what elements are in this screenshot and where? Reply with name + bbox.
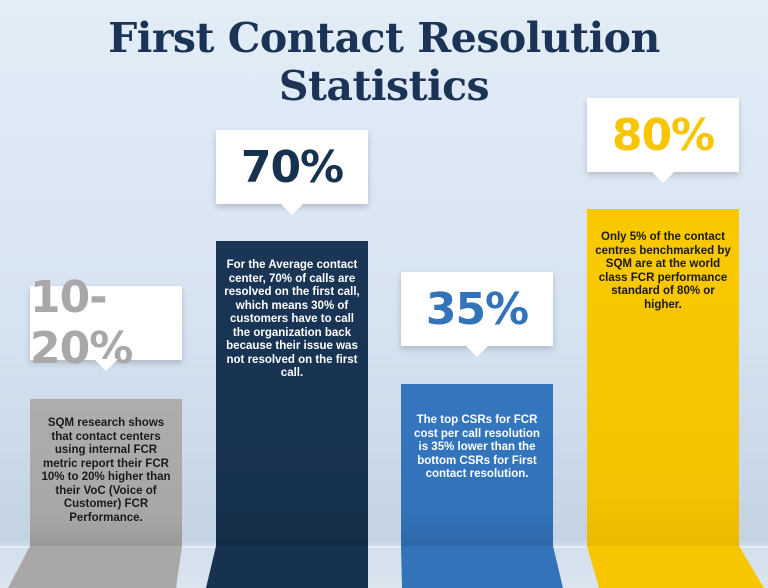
page-title: First Contact Resolution Statistics (108, 14, 660, 110)
bar-3-upper (401, 384, 553, 546)
callout-stat-3: 35% (401, 272, 553, 357)
bar-2-upper (216, 241, 368, 546)
bar-3-description: The top CSRs for FCR cost per call resol… (414, 414, 540, 480)
bar-2: For the Average contact center, 70% of c… (206, 241, 368, 588)
bar-1: SQM research shows that contact centers … (8, 399, 182, 588)
callout-stat-4: 80% (587, 98, 739, 183)
callout-stat-1: 10-20% (30, 272, 182, 374)
bar-4: Only 5% of the contact centres benchmark… (587, 209, 764, 588)
bar-4-description: Only 5% of the contact centres benchmark… (595, 231, 731, 311)
bar-3: The top CSRs for FCR cost per call resol… (401, 384, 563, 588)
bar-4-floor (587, 546, 764, 588)
callout-stat-2: 70% (216, 130, 368, 215)
bar-4-upper (587, 209, 739, 546)
bar-1-description: SQM research shows that contact centers … (41, 417, 171, 524)
floor-line (0, 546, 768, 548)
bar-2-floor (206, 546, 368, 588)
bar-2-description: For the Average contact center, 70% of c… (224, 259, 360, 379)
bar-1-floor (8, 546, 182, 588)
bar-1-upper (30, 399, 182, 546)
bar-3-floor (401, 546, 563, 588)
